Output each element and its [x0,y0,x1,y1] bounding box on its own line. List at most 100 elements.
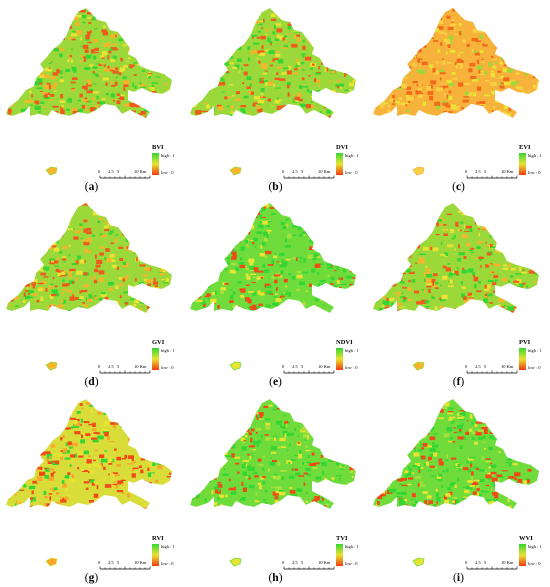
raster-cell [206,412,211,416]
raster-cell [110,59,116,63]
raster-cell [82,118,86,121]
raster-cell [420,447,425,450]
raster-cell [528,496,532,501]
raster-cell [394,212,397,216]
raster-cell [327,11,331,16]
raster-cell [252,34,254,39]
raster-cell [209,212,215,214]
raster-cell [190,103,197,108]
raster-cell [92,39,98,43]
raster-cell [196,494,201,498]
raster-cell [275,50,279,53]
raster-cell [26,74,30,78]
map-panel: RVI high : 1 low : 0 0 2.5 5 10 Km (g) [0,391,183,586]
raster-cell [325,241,331,243]
raster-cell [302,271,309,274]
raster-cell [380,286,387,290]
raster-cell [149,472,156,474]
raster-cell [305,227,312,229]
raster-cell [144,481,150,484]
raster-cell [291,459,296,461]
raster-cell [63,261,66,263]
raster-cell [10,224,15,227]
raster-cell [53,90,57,92]
raster-cell [408,15,412,17]
raster-cell [344,242,347,246]
raster-cell [46,458,50,462]
raster-cell [37,282,44,285]
raster-cell [441,20,444,25]
raster-cell [441,294,448,299]
raster-cell [147,114,153,118]
raster-cell [334,510,337,513]
raster-cell [460,205,467,208]
vegetation-index-map [373,399,539,567]
raster-cell [335,117,340,118]
raster-cell [298,210,301,215]
raster-cell [414,206,418,210]
raster-cell [416,244,420,249]
raster-cell [231,443,236,449]
raster-cell [312,63,315,66]
raster-cell [473,50,477,53]
raster-cell [524,235,530,240]
raster-cell [531,417,537,420]
raster-cell [423,43,427,48]
raster-cell [121,492,126,494]
raster-cell [6,203,9,206]
raster-cell [217,9,225,14]
raster-cell [71,474,75,479]
raster-cell [6,401,9,403]
raster-cell [95,399,102,404]
raster-cell [243,462,246,466]
raster-cell [147,298,154,300]
raster-cell [156,488,161,492]
raster-cell [172,305,178,306]
raster-cell [466,43,470,47]
raster-cell [329,249,334,253]
raster-cell [29,485,36,490]
raster-cell [110,67,116,70]
raster-cell [253,18,256,23]
raster-cell [392,99,395,103]
raster-cell [249,403,254,407]
raster-cell [105,507,109,509]
raster-cell [383,459,390,462]
raster-cell [289,19,294,24]
raster-cell [500,82,507,85]
raster-cell [226,52,230,57]
raster-cell [209,85,214,87]
raster-cell [6,443,9,447]
raster-cell [288,13,295,17]
scale-tick-label: 10 Km [501,560,514,565]
raster-cell [306,209,309,212]
raster-cell [238,70,241,73]
raster-cell [381,262,387,266]
raster-cell [484,296,488,298]
raster-cell [152,22,156,25]
raster-cell [78,453,84,458]
raster-cell [26,220,29,223]
raster-cell [406,249,412,253]
raster-cell [342,416,347,419]
raster-cell [384,249,388,253]
raster-cell [374,243,379,246]
raster-cell [473,507,477,509]
raster-cell [90,452,92,456]
raster-cell [295,288,301,291]
raster-cell [48,217,51,220]
raster-cell [253,237,258,242]
raster-cell [379,101,385,106]
raster-cell [12,449,19,454]
raster-cell [230,6,235,8]
raster-cell [15,399,22,402]
raster-cell [10,78,15,82]
raster-cell [193,435,199,440]
raster-cell [324,107,327,109]
raster-cell [216,14,222,18]
raster-cell [13,460,17,464]
raster-cell [514,256,517,261]
raster-cell [355,64,356,67]
raster-cell [380,52,384,57]
raster-cell [283,292,285,295]
